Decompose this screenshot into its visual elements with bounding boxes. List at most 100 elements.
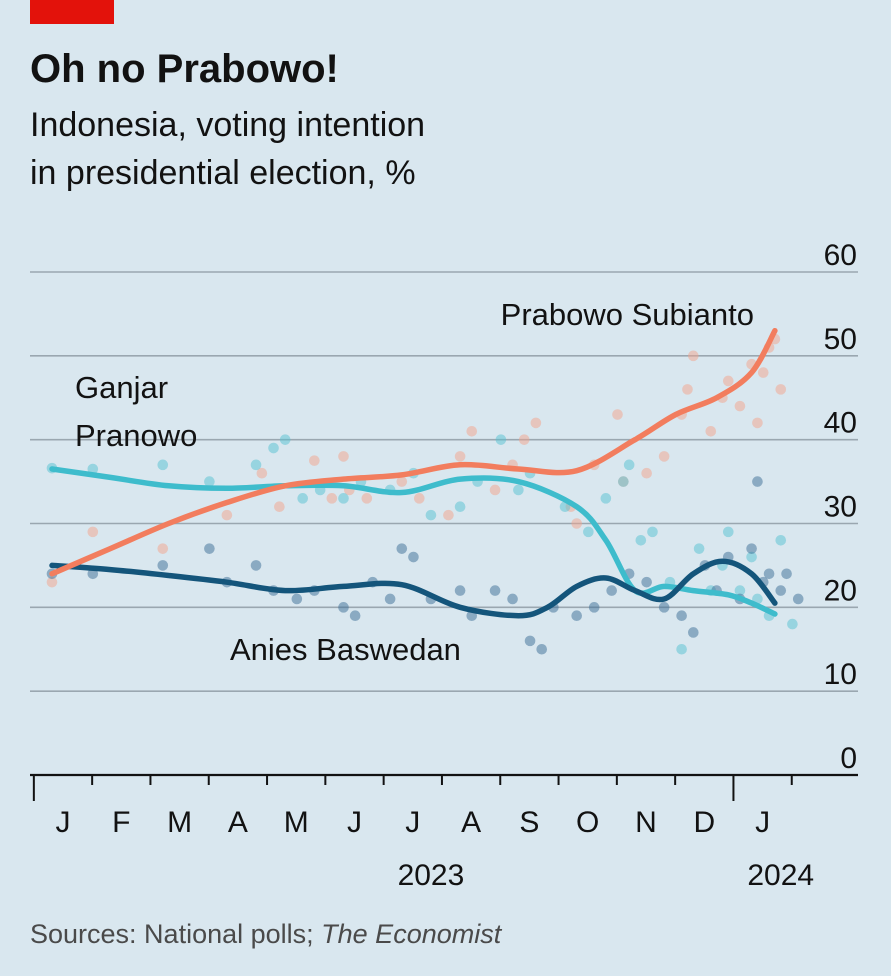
poll-dot	[693, 543, 705, 554]
poll-dot	[635, 534, 647, 546]
poll-dot	[309, 455, 320, 466]
poll-dot	[787, 618, 798, 630]
poll-dot	[763, 568, 775, 580]
poll-dot	[658, 451, 670, 462]
poll-dot	[338, 602, 349, 613]
x-month-label: J	[405, 806, 420, 839]
poll-dot	[338, 493, 349, 504]
y-tick-label-10: 10	[824, 658, 857, 691]
poll-dot	[443, 509, 454, 521]
poll-dot	[326, 493, 338, 504]
series-label-ganjar-pranowo: Ganjar	[75, 370, 168, 405]
poll-dot	[221, 509, 233, 521]
chart-title: Oh no Prabowo!	[30, 47, 339, 91]
poll-dot	[250, 560, 262, 571]
poll-dot	[746, 551, 757, 563]
x-month-label: A	[461, 806, 481, 839]
poll-dot	[338, 451, 349, 462]
poll-dot	[682, 384, 693, 395]
trend-line-anies-baswedan	[49, 558, 778, 619]
poll-dot	[571, 518, 582, 529]
poll-dot	[256, 467, 268, 479]
poll-dot	[775, 534, 787, 546]
poll-dot	[752, 476, 763, 487]
y-tick-label-20: 20	[824, 574, 857, 607]
poll-dot	[268, 442, 279, 454]
poll-dot	[781, 568, 792, 580]
poll-dot	[734, 585, 746, 596]
x-month-label: O	[576, 806, 599, 839]
poll-dot	[571, 610, 582, 622]
poll-dot	[734, 400, 746, 412]
y-tick-label-0: 0	[840, 742, 857, 775]
source-prefix: Sources: National polls;	[30, 919, 321, 949]
poll-dot	[279, 434, 291, 445]
x-month-label: A	[228, 806, 248, 839]
x-axis: J F M A M J J A S O N D J 2023 2024	[30, 773, 858, 892]
poll-dot	[513, 484, 524, 496]
series-label-anies-baswedan: Anies Baswedan	[230, 632, 461, 667]
x-month-label: F	[112, 806, 130, 839]
poll-dot	[454, 451, 466, 462]
series-labels: Prabowo Subianto Ganjar Pranowo Anies Baswe…	[75, 297, 754, 667]
poll-dot	[647, 526, 658, 538]
poll-dot	[600, 493, 612, 504]
poll-dot	[507, 593, 518, 605]
poll-dot	[489, 484, 501, 496]
poll-dot	[536, 643, 548, 655]
poll-dot	[297, 493, 308, 504]
x-month-label: J	[347, 806, 362, 839]
poll-dot	[641, 467, 652, 479]
trend-line-prabowo-subianto	[49, 327, 778, 577]
x-year-label-2023: 2023	[398, 859, 465, 892]
poll-dot	[250, 459, 262, 471]
x-month-label: M	[167, 806, 192, 839]
poll-dot	[688, 627, 699, 638]
poll-dot	[658, 602, 670, 613]
poll-dot	[46, 576, 58, 588]
poll-dot	[705, 425, 717, 437]
y-tick-label-40: 40	[824, 407, 857, 440]
series-label-prabowo-subianto: Prabowo Subianto	[501, 297, 754, 332]
poll-dot	[157, 459, 169, 471]
y-tick-label-60: 60	[824, 239, 857, 272]
poll-dot	[396, 476, 408, 487]
poll-dot	[606, 585, 617, 596]
poll-dot	[676, 643, 687, 655]
y-tick-label-30: 30	[824, 491, 857, 524]
poll-dot	[752, 417, 763, 429]
poll-dot	[204, 543, 215, 554]
poll-dot	[413, 493, 425, 504]
poll-dot	[408, 551, 419, 563]
poll-dot	[274, 501, 285, 513]
poll-dot	[204, 476, 215, 487]
poll-dot	[746, 543, 757, 554]
chart-subtitle-line-1: Indonesia, voting intention	[30, 106, 425, 144]
x-year-label-2024: 2024	[747, 859, 814, 892]
source-publisher: The Economist	[321, 919, 503, 949]
x-month-label: J	[755, 806, 770, 839]
poll-dot	[454, 501, 466, 513]
poll-dot	[291, 593, 303, 605]
y-tick-label-50: 50	[824, 323, 857, 356]
x-month-label: N	[635, 806, 657, 839]
poll-dot	[775, 585, 787, 596]
poll-dot	[87, 526, 99, 538]
trend-line-ganjar-pranowo	[49, 466, 778, 617]
poll-dot	[688, 350, 699, 362]
poll-dot	[612, 409, 623, 420]
y-axis-ticks: 0 10 20 30 40 50 60	[824, 239, 857, 775]
poll-dot	[775, 384, 787, 395]
poll-dot	[361, 493, 373, 504]
poll-dot	[641, 576, 652, 588]
poll-dot	[384, 593, 396, 605]
poll-dot	[618, 476, 629, 487]
economist-red-tag	[30, 0, 114, 24]
series-label-ganjar-pranowo: Pranowo	[75, 418, 197, 453]
x-month-label: M	[284, 806, 309, 839]
poll-dot	[454, 585, 466, 596]
x-month-label: D	[693, 806, 715, 839]
poll-dot	[466, 425, 478, 437]
poll-dot	[588, 602, 600, 613]
